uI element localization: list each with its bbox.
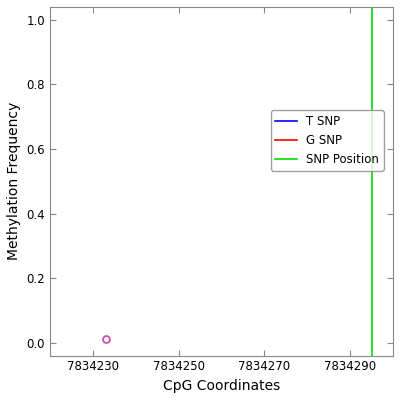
Legend: T SNP, G SNP, SNP Position: T SNP, G SNP, SNP Position [271, 110, 384, 171]
X-axis label: CpG Coordinates: CpG Coordinates [163, 379, 280, 393]
Y-axis label: Methylation Frequency: Methylation Frequency [7, 102, 21, 260]
